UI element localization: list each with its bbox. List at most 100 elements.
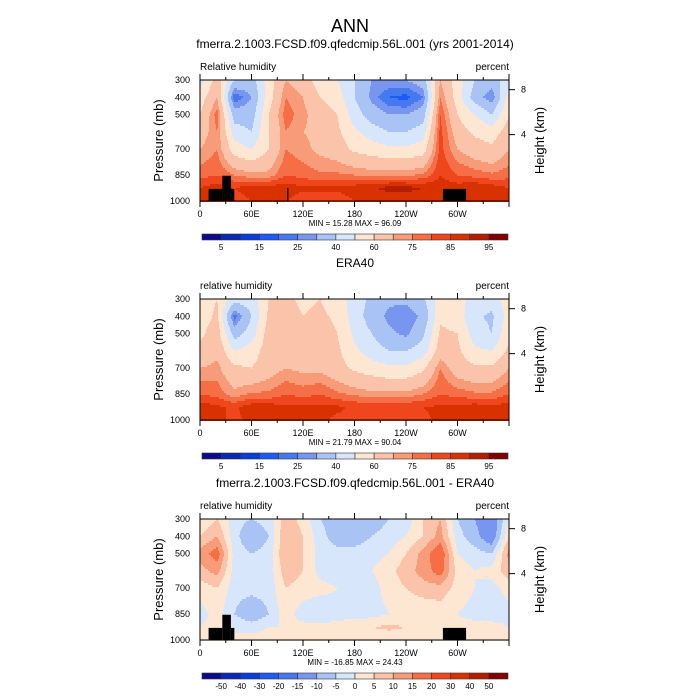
- contour-band: [308, 116, 338, 118]
- contour-band: [439, 106, 443, 108]
- contour-band: [219, 108, 223, 110]
- contour-band: [506, 349, 509, 351]
- colorbar-box: [354, 452, 375, 460]
- contour-band: [366, 355, 424, 357]
- contour-band: [436, 531, 442, 533]
- contour-band: [211, 84, 221, 86]
- contour-band: [273, 567, 281, 569]
- contour-band: [503, 323, 509, 325]
- contour-band: [283, 369, 292, 371]
- contour-band: [227, 545, 232, 547]
- contour-band: [364, 317, 385, 319]
- contour-band: [284, 106, 291, 108]
- contour-band: [453, 134, 473, 136]
- contour-band: [284, 108, 292, 110]
- contour-band: [444, 539, 450, 541]
- contour-band: [253, 124, 261, 126]
- contour-band: [235, 611, 268, 613]
- contour-band: [232, 152, 265, 154]
- contour-band: [460, 525, 477, 527]
- topography-mask: [208, 188, 223, 201]
- contour-band: [277, 601, 302, 603]
- contour-band: [310, 521, 322, 523]
- contour-band: [427, 144, 433, 146]
- contour-band: [251, 621, 252, 623]
- contour-band: [446, 519, 452, 521]
- contour-band: [439, 361, 444, 363]
- contour-band: [275, 174, 354, 176]
- contour-band: [449, 571, 455, 573]
- contour-band: [474, 82, 500, 84]
- contour-band: [280, 144, 310, 146]
- contour-band: [200, 154, 213, 156]
- contour-band: [213, 311, 218, 313]
- contour-band: [234, 100, 238, 102]
- contour-band: [453, 94, 462, 96]
- contour-band: [388, 349, 408, 351]
- contour-band: [451, 168, 474, 170]
- contour-band: [371, 331, 396, 333]
- contour-band: [465, 357, 500, 359]
- panel-title: ERA40: [336, 256, 374, 270]
- contour-band: [218, 311, 223, 313]
- contour-band: [273, 164, 281, 166]
- contour-band: [433, 327, 440, 329]
- contour-band: [210, 395, 230, 397]
- contour-band: [284, 381, 289, 383]
- contour-band: [200, 539, 212, 541]
- contour-band: [264, 80, 274, 82]
- contour-band: [471, 337, 500, 339]
- colorbar-box: [239, 452, 260, 460]
- contour-band: [492, 311, 503, 313]
- contour-band: [230, 124, 240, 126]
- contour-band: [214, 102, 218, 104]
- contour-band: [282, 573, 301, 575]
- contour-band: [228, 623, 279, 625]
- contour-band: [279, 110, 284, 112]
- contour-band: [280, 146, 311, 148]
- contour-band: [279, 120, 284, 122]
- contour-band: [429, 136, 434, 138]
- contour-band: [200, 571, 210, 573]
- contour-band: [355, 96, 369, 98]
- contour-band: [491, 172, 493, 174]
- contour-band: [231, 539, 241, 541]
- contour-band: [230, 307, 247, 309]
- contour-band: [212, 539, 219, 541]
- contour-band: [500, 587, 509, 589]
- contour-band: [200, 615, 208, 617]
- contour-band: [439, 112, 444, 114]
- contour-band: [430, 108, 434, 110]
- contour-band: [489, 327, 492, 329]
- contour-band: [438, 154, 445, 156]
- contour-band: [427, 146, 433, 148]
- contour-band: [431, 377, 438, 379]
- contour-band: [355, 94, 369, 96]
- contour-band: [299, 92, 318, 94]
- contour-band: [506, 529, 509, 531]
- contour-band: [222, 164, 230, 166]
- contour-band: [441, 543, 446, 545]
- contour-band: [231, 577, 274, 579]
- contour-band: [466, 323, 488, 325]
- contour-band: [363, 313, 385, 315]
- right-tick-label: 8: [521, 85, 526, 95]
- contour-band: [222, 579, 230, 581]
- contour-band: [221, 527, 229, 529]
- contour-band: [314, 543, 333, 545]
- contour-band: [462, 557, 496, 559]
- contour-band: [268, 533, 274, 535]
- contour-band: [499, 116, 508, 118]
- contour-band: [284, 581, 294, 583]
- contour-band: [263, 106, 271, 108]
- contour-band: [503, 108, 509, 110]
- contour-band: [350, 116, 365, 118]
- contour-band: [383, 557, 403, 559]
- contour-band: [234, 325, 235, 327]
- contour-band: [223, 313, 227, 315]
- y-tick-label: 500: [175, 549, 190, 559]
- contour-band: [369, 120, 424, 122]
- contour-band: [273, 561, 280, 563]
- contour-band: [210, 88, 221, 90]
- contour-band: [260, 128, 269, 130]
